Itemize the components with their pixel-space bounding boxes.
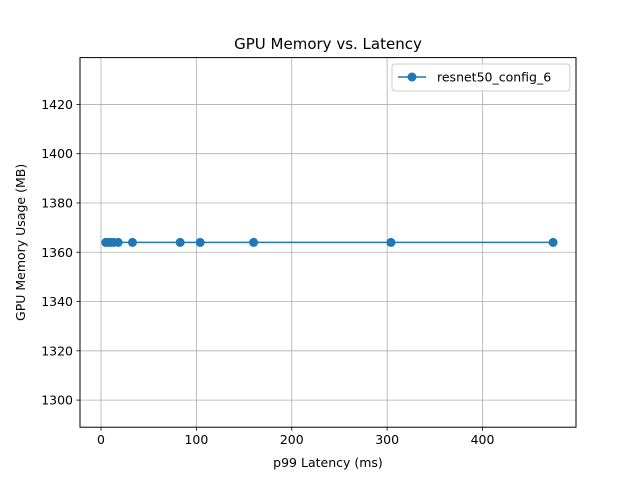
y-tick-label: 1400: [41, 146, 73, 161]
y-tick-label: 1380: [41, 195, 73, 210]
data-point: [386, 237, 396, 247]
x-tick-label: 300: [375, 432, 399, 447]
x-tick-label: 100: [184, 432, 208, 447]
legend-marker-swatch: [407, 72, 417, 82]
y-tick-label: 1340: [41, 294, 73, 309]
y-tick-label: 1320: [41, 343, 73, 358]
x-tick-label: 0: [97, 432, 105, 447]
data-point: [195, 237, 205, 247]
legend-box: [391, 63, 571, 92]
legend-entry-label: resnet50_config_6: [437, 70, 551, 85]
x-tick-label: 200: [280, 432, 304, 447]
plot-frame: [79, 57, 577, 428]
data-point: [548, 237, 558, 247]
y-tick-label: 1360: [41, 245, 73, 260]
data-point: [249, 237, 259, 247]
y-axis: 1300 1320 1340 1360 1380 1400 1420: [41, 97, 80, 408]
y-tick-label: 1420: [41, 97, 73, 112]
legend: resnet50_config_6: [391, 63, 571, 92]
data-point: [113, 237, 123, 247]
y-tick-label: 1300: [41, 393, 73, 408]
data-point: [127, 237, 137, 247]
chart-title: GPU Memory vs. Latency: [234, 35, 422, 53]
x-tick-label: 400: [471, 432, 495, 447]
data-point: [175, 237, 185, 247]
y-axis-label: GPU Memory Usage (MB): [13, 164, 28, 321]
x-axis-label: p99 Latency (ms): [273, 455, 383, 470]
x-axis: 0 100 200 300 400: [97, 427, 494, 447]
series-layer: [101, 237, 558, 247]
